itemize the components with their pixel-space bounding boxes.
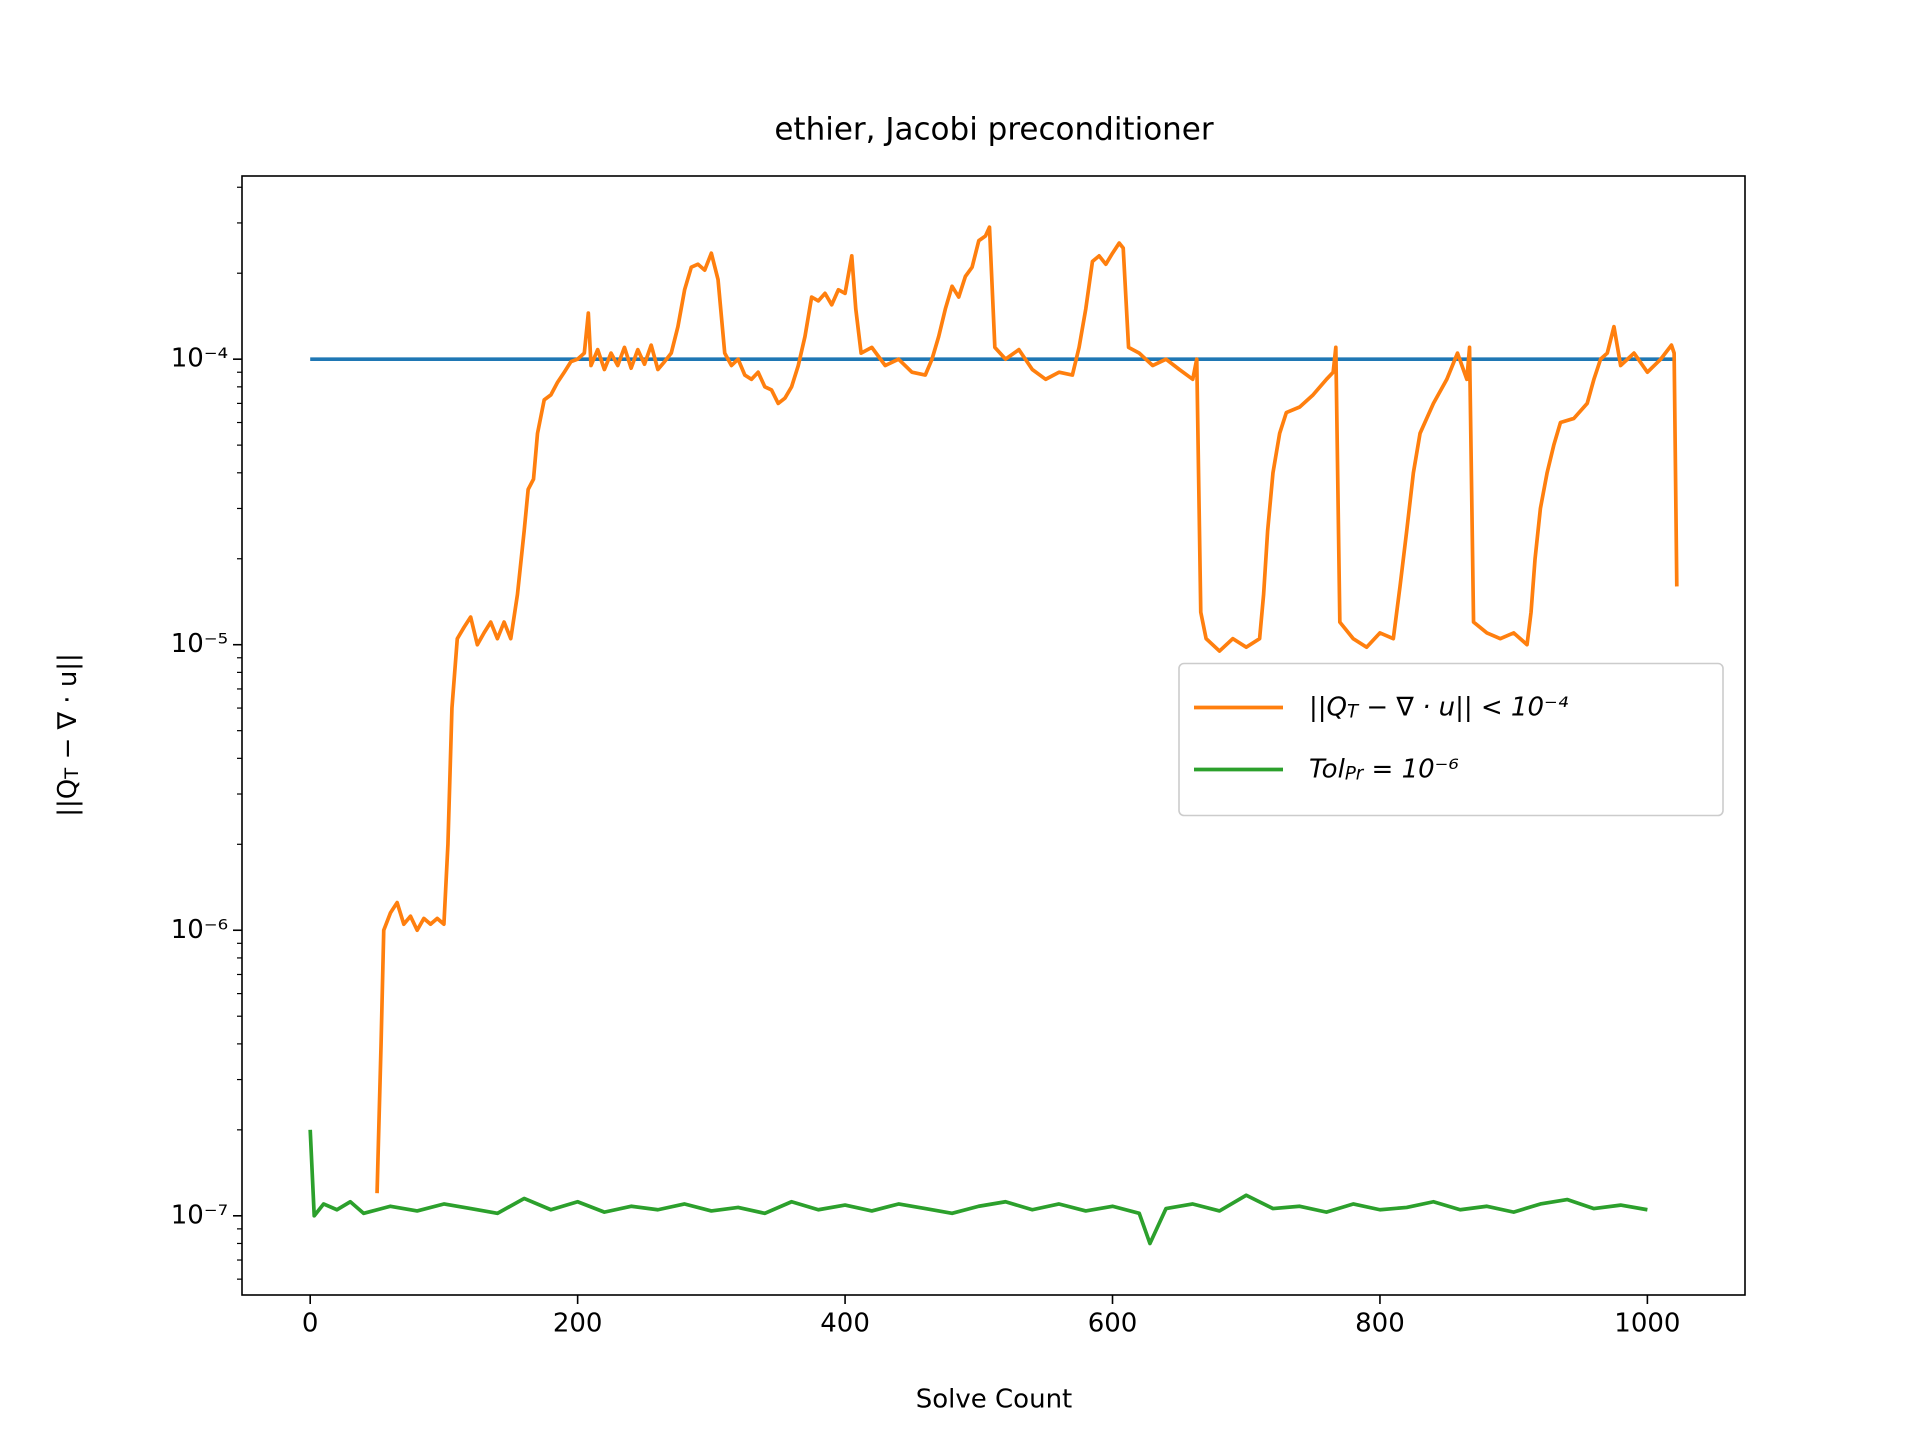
x-tick-label: 600 bbox=[1088, 1309, 1138, 1339]
x-tick-label: 200 bbox=[553, 1309, 603, 1339]
legend-label: TolPr = 10⁻⁶ bbox=[1309, 754, 1459, 784]
legend: ||QT − ∇ · u|| < 10⁻⁴ TolPr = 10⁻⁶ bbox=[1178, 662, 1724, 817]
y-tick-label: 10⁻⁴ bbox=[171, 344, 228, 374]
legend-box bbox=[1178, 662, 1724, 817]
x-tick-label: 0 bbox=[302, 1309, 319, 1339]
y-tick-label: 10⁻⁷ bbox=[171, 1200, 228, 1230]
x-tick-label: 800 bbox=[1355, 1309, 1405, 1339]
legend-label: ||QT − ∇ · u|| < 10⁻⁴ bbox=[1309, 692, 1569, 722]
y-tick-label: 10⁻⁶ bbox=[171, 915, 228, 945]
x-axis-label: Solve Count bbox=[916, 1385, 1073, 1415]
x-tick-label: 400 bbox=[820, 1309, 870, 1339]
y-tick-label: 10⁻⁵ bbox=[171, 629, 228, 659]
x-tick-label: 1000 bbox=[1614, 1309, 1680, 1339]
series-line bbox=[308, 1129, 1648, 1246]
y-axis-label: ||QT − ∇ · u|| bbox=[53, 653, 83, 817]
plot-frame bbox=[241, 175, 1746, 1296]
series-line bbox=[375, 225, 1679, 1194]
chart-title: ethier, Jacobi preconditioner bbox=[774, 112, 1214, 148]
